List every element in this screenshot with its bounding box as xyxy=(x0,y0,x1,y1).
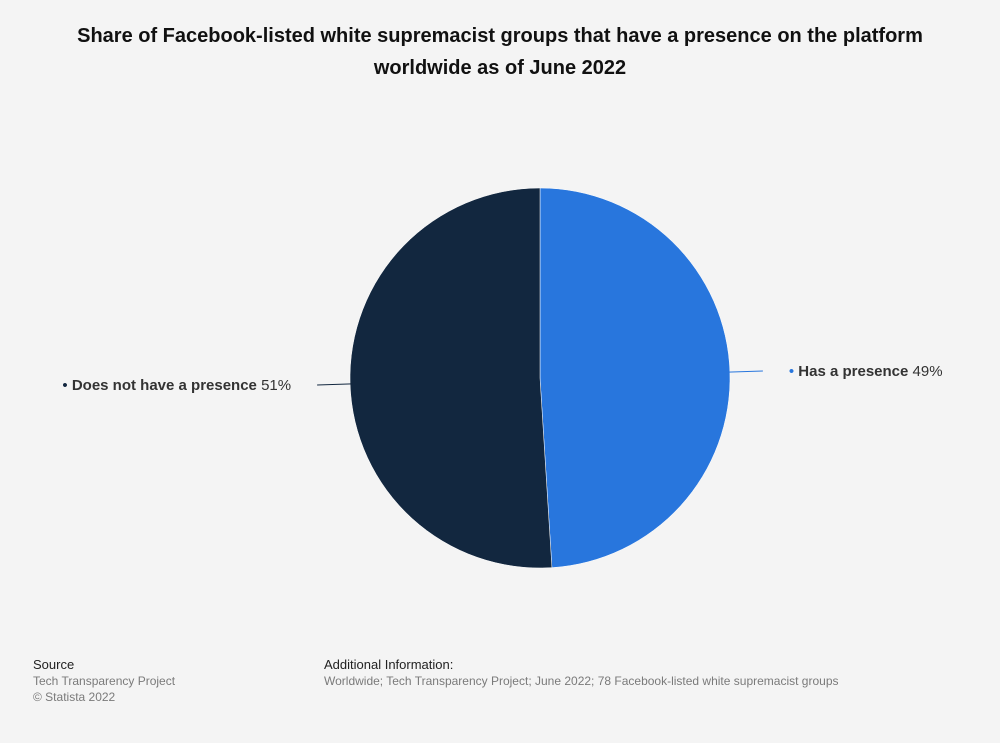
pie-slice-does-not-have-a-presence[interactable] xyxy=(349,187,553,569)
copyright-text: © Statista 2022 xyxy=(33,690,116,704)
chart-title: Share of Facebook-listed white supremaci… xyxy=(77,25,923,79)
additional-info-heading: Additional Information: xyxy=(324,657,454,672)
additional-info-block: Additional Information: Worldwide; Tech … xyxy=(324,657,839,689)
data-label-has-a-presence: • Has a presence 49% xyxy=(789,363,943,380)
connector-line-does-not-have-a-presence xyxy=(317,383,353,386)
pie-slice-has-a-presence[interactable] xyxy=(539,187,731,568)
source-block: Source Tech Transparency Project © Stati… xyxy=(33,657,175,705)
connector-line-has-a-presence xyxy=(727,370,763,373)
data-label-does-not-have-a-presence: • Does not have a presence 51% xyxy=(62,377,291,394)
additional-info-text: Worldwide; Tech Transparency Project; Ju… xyxy=(324,674,839,688)
source-heading: Source xyxy=(33,657,75,672)
source-text[interactable]: Tech Transparency Project xyxy=(33,674,176,688)
